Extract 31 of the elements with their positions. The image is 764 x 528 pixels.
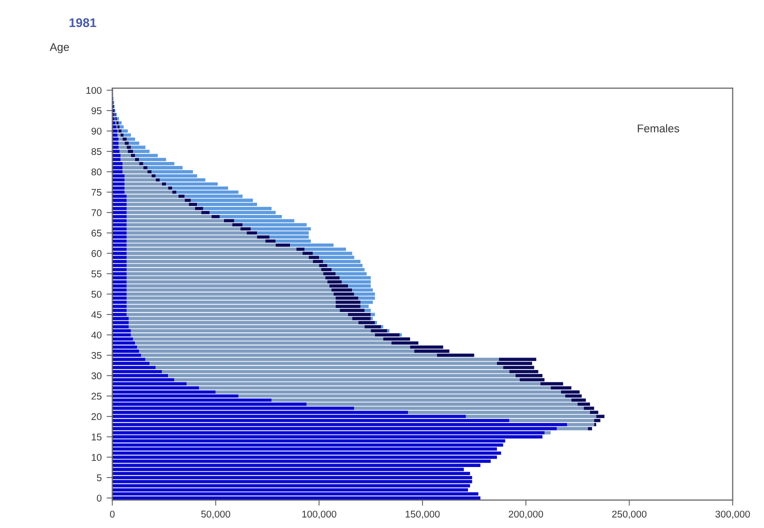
y-tick-label: 35 [91, 352, 102, 359]
annotation: Females [638, 124, 680, 132]
chart-title: 1981 [70, 18, 96, 28]
y-tick-label: 25 [92, 392, 102, 400]
y-tick-label: 10 [92, 454, 102, 461]
y-tick-label: 100 [86, 86, 102, 94]
y-tick-label: 80 [92, 168, 102, 176]
y-tick-label: 90 [92, 128, 102, 135]
y-tick-label: 20 [92, 413, 102, 420]
y-tick-label: 95 [92, 107, 102, 114]
x-tick-label: 0 [110, 510, 115, 518]
y-tick-label: 50 [91, 290, 102, 298]
x-tick-label: 100,000 [302, 510, 336, 519]
y-tick-label: 15 [92, 434, 102, 440]
y-axis-title: Age [50, 43, 69, 54]
y-tick-label: 60 [92, 250, 102, 257]
y-tick-label: 55 [91, 270, 102, 278]
y-tick-label: 5 [96, 474, 102, 482]
y-tick-label: 0 [96, 494, 102, 502]
y-tick-label: 40 [91, 332, 102, 338]
y-tick-label: 75 [92, 188, 102, 196]
y-tick-label: 30 [91, 372, 102, 380]
x-tick-label: 200,000 [508, 510, 544, 519]
y-tick-label: 70 [92, 209, 102, 216]
x-tick-label: 50,000 [201, 510, 230, 519]
y-tick-label: 65 [92, 230, 102, 237]
x-tick-label: 300,000 [715, 510, 750, 519]
x-tick-label: 250,000 [612, 510, 646, 519]
y-tick-label: 45 [91, 311, 102, 318]
y-tick-label: 85 [92, 148, 102, 155]
x-tick-label: 150,000 [406, 510, 440, 519]
